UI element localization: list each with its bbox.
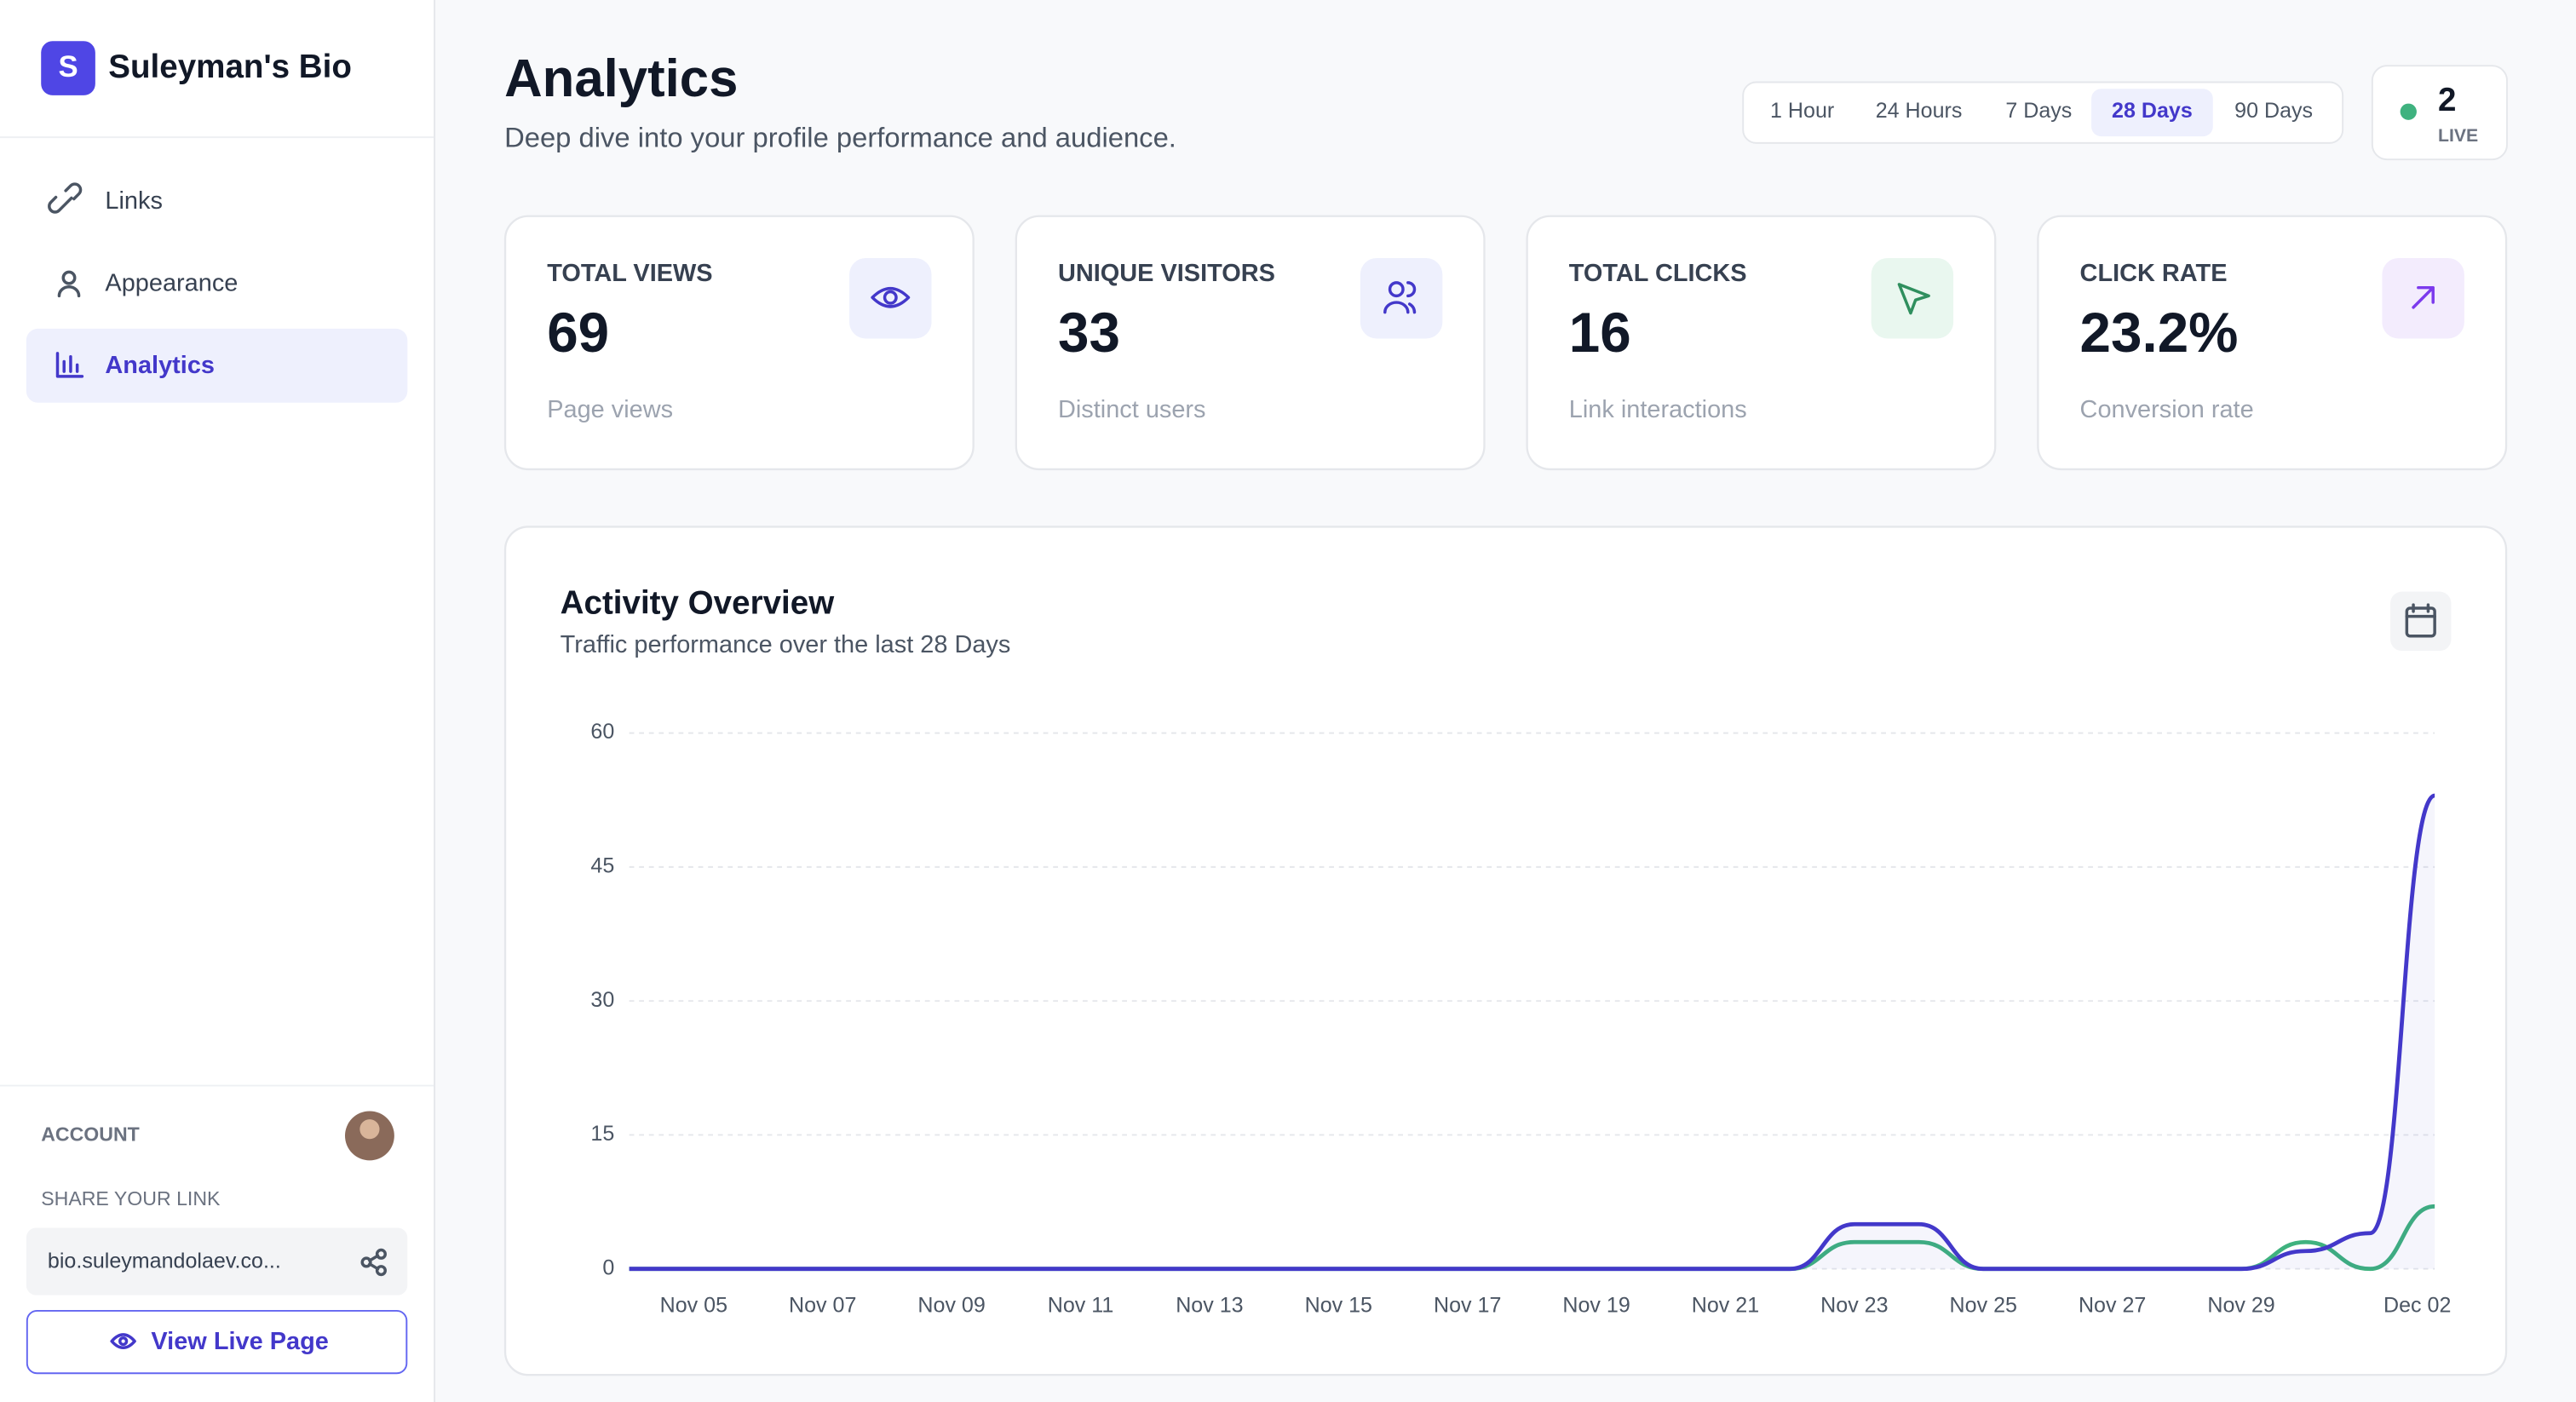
sidebar-panel bbox=[0, 0, 434, 1402]
account-label: ACCOUNT bbox=[41, 1123, 140, 1146]
calendar-button[interactable] bbox=[2390, 591, 2452, 652]
range-selector: 1 Hour 24 Hours 7 Days 28 Days 90 Days bbox=[1742, 81, 2344, 144]
live-dot bbox=[2400, 103, 2417, 120]
y-tick-label: 45 bbox=[590, 854, 614, 878]
live-box bbox=[2371, 65, 2508, 161]
x-tick-label: Nov 19 bbox=[1562, 1294, 1630, 1318]
view-live-label[interactable]: View Live Page bbox=[151, 1328, 328, 1355]
range-active-bg bbox=[2091, 89, 2213, 137]
card-label: CLICK RATE bbox=[2080, 260, 2228, 287]
card-value: 23.2% bbox=[2080, 302, 2239, 364]
user-icon bbox=[61, 270, 77, 285]
nav-label[interactable]: Links bbox=[105, 187, 163, 215]
x-tick-label: Nov 25 bbox=[1950, 1294, 2017, 1318]
link-icon bbox=[48, 182, 83, 214]
line bbox=[629, 793, 2436, 1272]
stat-card: UNIQUE VISITORS 33 Distinct users bbox=[1015, 215, 1486, 471]
chart-card bbox=[503, 526, 2508, 1376]
share-link: bio.suleymandolaev.co... bbox=[48, 1250, 281, 1273]
sidebar: S Suleyman's Bio Links Appearance Analyt… bbox=[0, 0, 436, 1402]
y-tick-label: 0 bbox=[602, 1255, 614, 1279]
y-tick-label: 30 bbox=[590, 988, 614, 1012]
x-tick-label: Nov 29 bbox=[2207, 1294, 2274, 1318]
nav-analytics[interactable]: Analytics bbox=[26, 328, 408, 403]
x-tick-label: Nov 07 bbox=[789, 1294, 856, 1318]
share-icon[interactable] bbox=[360, 1248, 387, 1277]
arrow-icon bbox=[2412, 285, 2435, 309]
card-value: 69 bbox=[547, 302, 609, 364]
nav-label[interactable]: Appearance bbox=[105, 269, 238, 296]
users-icon bbox=[1383, 281, 1417, 314]
y-tick-label: 15 bbox=[590, 1122, 614, 1146]
card-value: 16 bbox=[1569, 302, 1631, 364]
x-tick-label: Nov 05 bbox=[660, 1294, 727, 1318]
card-icon-bg bbox=[849, 257, 932, 339]
nav-appearance[interactable]: Appearance bbox=[57, 269, 238, 298]
x-tick-label: Nov 15 bbox=[1305, 1294, 1372, 1318]
x-tick-label: Nov 23 bbox=[1820, 1294, 1888, 1318]
live-indicator: 2 LIVE bbox=[2371, 65, 2508, 161]
brand-initial: S bbox=[58, 51, 78, 83]
stat-card: CLICK RATE 23.2% Conversion rate bbox=[2037, 215, 2508, 471]
view-live-button[interactable] bbox=[26, 1309, 408, 1375]
card-value: 33 bbox=[1058, 302, 1120, 364]
share-label: SHARE YOUR LINK bbox=[41, 1187, 221, 1210]
range-option[interactable]: 7 Days bbox=[2005, 99, 2072, 123]
range-option[interactable]: 1 Hour bbox=[1770, 99, 1834, 123]
range-option[interactable]: 28 Days bbox=[2112, 99, 2193, 123]
range-option[interactable]: 90 Days bbox=[2234, 99, 2313, 123]
nav-label[interactable]: Analytics bbox=[105, 352, 215, 379]
cursor-icon bbox=[1897, 283, 1930, 315]
eye-icon bbox=[110, 1333, 136, 1350]
stat-card: TOTAL CLICKS 16 Link interactions bbox=[1526, 215, 1997, 471]
x-tick-label: Nov 13 bbox=[1176, 1294, 1243, 1318]
card-label: TOTAL VIEWS bbox=[547, 260, 712, 287]
card-caption: Conversion rate bbox=[2080, 396, 2254, 423]
calendar-icon bbox=[2405, 603, 2436, 638]
live-count: 2 bbox=[2438, 82, 2456, 118]
x-tick-label: Nov 27 bbox=[2079, 1294, 2146, 1318]
x-tick-label: Nov 21 bbox=[1692, 1294, 1759, 1318]
y-tick-label: 60 bbox=[590, 720, 614, 744]
share-box bbox=[26, 1227, 408, 1296]
live-label: LIVE bbox=[2438, 126, 2478, 146]
card-caption: Link interactions bbox=[1569, 396, 1747, 423]
stat-card: TOTAL VIEWS 69 Page views bbox=[503, 215, 975, 471]
x-tick-label: Nov 09 bbox=[917, 1294, 985, 1318]
page-subtitle: Deep dive into your profile performance … bbox=[504, 122, 1176, 153]
nav-active-bg bbox=[26, 328, 408, 403]
chart-title: Activity Overview bbox=[561, 584, 836, 621]
avatar-face bbox=[359, 1119, 380, 1140]
x-tick-label: Dec 02 bbox=[2383, 1294, 2451, 1318]
nav-links[interactable]: Links bbox=[48, 182, 163, 215]
range-option[interactable]: 24 Hours bbox=[1876, 99, 1963, 123]
x-tick-label: Nov 11 bbox=[1048, 1294, 1114, 1318]
x-tick-label: Nov 17 bbox=[1434, 1294, 1501, 1318]
chart-subtitle: Traffic performance over the last 28 Day… bbox=[561, 631, 1011, 658]
card-icon-bg bbox=[1360, 257, 1443, 339]
card-icon-bg bbox=[1871, 257, 1954, 339]
card-caption: Page views bbox=[547, 396, 673, 423]
eye-icon bbox=[871, 286, 911, 308]
brand-logo[interactable] bbox=[41, 41, 95, 95]
user-icon bbox=[57, 285, 81, 298]
chart-icon bbox=[55, 352, 84, 378]
brand-name[interactable]: Suleyman's Bio bbox=[108, 49, 352, 85]
card-label: TOTAL CLICKS bbox=[1569, 260, 1747, 287]
card-label: UNIQUE VISITORS bbox=[1058, 260, 1275, 287]
page-title: Analytics bbox=[504, 49, 738, 108]
card-caption: Distinct users bbox=[1058, 396, 1206, 423]
plot: 0 15 30 45 60 Nov 05 Nov 07 Nov 09 Nov 11 Nov 13 N… bbox=[590, 720, 2451, 1317]
